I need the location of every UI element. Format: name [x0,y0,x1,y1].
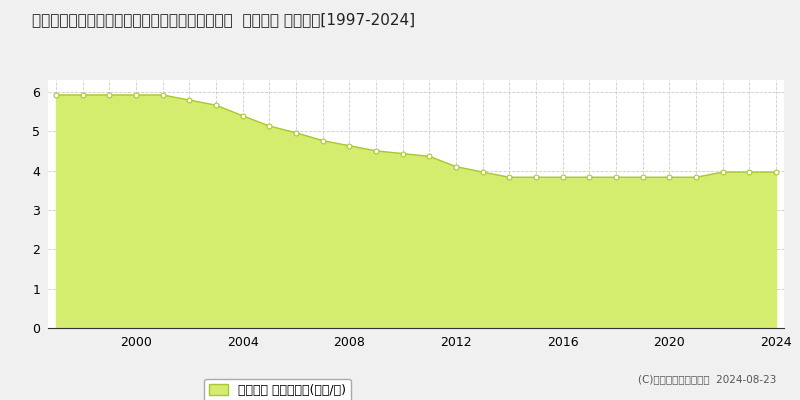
Legend: 地価公示 平均坪単価(万円/坪): 地価公示 平均坪単価(万円/坪) [204,379,351,400]
Text: (C)土地価格ドットコム  2024-08-23: (C)土地価格ドットコム 2024-08-23 [638,374,776,384]
Text: 福島県西白河郡中島村大字滑津字二ツ山３６番１  地価公示 地価推移[1997-2024]: 福島県西白河郡中島村大字滑津字二ツ山３６番１ 地価公示 地価推移[1997-20… [32,12,415,27]
